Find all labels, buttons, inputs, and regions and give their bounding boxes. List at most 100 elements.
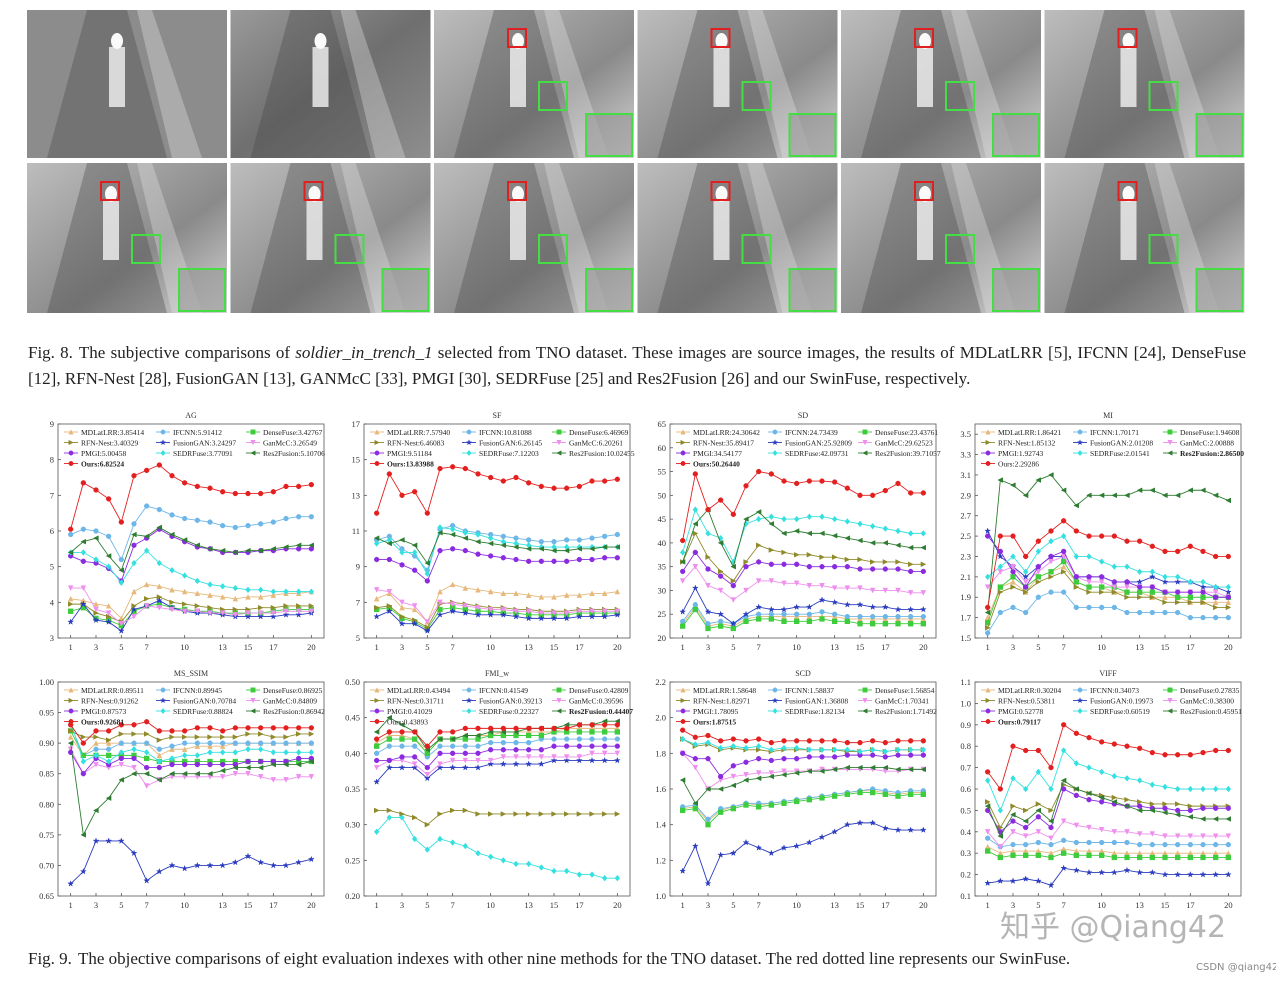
legend-marker: [680, 429, 686, 435]
data-point: [743, 559, 749, 565]
data-point: [997, 609, 1003, 616]
data-point: [488, 474, 494, 481]
data-point: [1111, 579, 1117, 585]
x-tick-label: 5: [1036, 900, 1040, 910]
data-point: [169, 599, 175, 606]
plot-frame: [974, 423, 1242, 639]
data-point: [564, 811, 570, 817]
data-point: [755, 770, 762, 776]
data-point: [295, 611, 303, 618]
data-point: [1187, 854, 1193, 861]
data-point: [106, 752, 112, 759]
data-point: [1136, 868, 1144, 876]
data-point: [920, 746, 927, 754]
data-point: [399, 736, 405, 742]
x-tick-label: 7: [451, 642, 455, 652]
data-point: [1162, 854, 1168, 861]
data-point: [1073, 579, 1079, 585]
data-point: [1174, 833, 1181, 840]
trench-wall: [250, 10, 371, 158]
data-point: [106, 737, 112, 743]
data-point: [997, 786, 1003, 792]
data-point: [793, 842, 801, 850]
data-point: [118, 556, 124, 563]
data-point: [920, 561, 927, 568]
data-point: [1225, 854, 1231, 861]
data-point: [105, 740, 112, 746]
legend-label: FusionGAN:2.01208: [1090, 438, 1153, 447]
data-point: [1187, 785, 1194, 793]
data-point: [1149, 589, 1155, 595]
data-point: [614, 811, 621, 817]
data-point: [984, 777, 991, 784]
data-point: [424, 821, 431, 828]
data-point: [450, 743, 456, 749]
data-point: [130, 849, 138, 857]
data-point: [1035, 747, 1041, 754]
data-point: [705, 822, 711, 828]
data-point: [704, 879, 712, 887]
green-box: [945, 81, 975, 111]
zoom-box: [788, 113, 837, 157]
series-line: [70, 743, 312, 837]
data-point: [920, 568, 926, 575]
data-point: [985, 625, 991, 631]
data-point: [232, 771, 239, 777]
data-point: [308, 481, 314, 488]
data-point: [680, 537, 686, 544]
data-point: [564, 537, 570, 543]
data-point: [882, 748, 889, 755]
x-tick-label: 17: [269, 900, 278, 910]
data-point: [576, 811, 583, 817]
data-point: [181, 572, 188, 579]
data-point: [118, 749, 125, 756]
data-point: [768, 578, 775, 584]
legend-label: Ours:0.79117: [998, 717, 1041, 726]
data-point: [818, 596, 826, 603]
data-point: [118, 755, 124, 762]
data-point: [589, 478, 595, 484]
data-point: [462, 807, 469, 814]
data-point: [730, 583, 736, 589]
data-point: [399, 492, 405, 498]
legend-marker: [374, 439, 380, 446]
data-point: [232, 606, 239, 613]
data-point: [1111, 533, 1117, 539]
data-point: [270, 588, 277, 595]
chart-title: SD: [798, 411, 808, 420]
data-point: [399, 743, 405, 749]
data-point: [424, 560, 430, 566]
series-line: [987, 535, 1229, 588]
data-point: [538, 539, 544, 545]
data-point: [93, 601, 99, 607]
legend-label: FusionGAN:0.19973: [1090, 696, 1153, 705]
data-point: [1200, 749, 1206, 756]
data-point: [1073, 839, 1079, 846]
data-point: [424, 764, 430, 771]
data-point: [870, 566, 876, 572]
y-tick-label: 1.6: [655, 784, 666, 794]
x-tick-label: 20: [919, 642, 928, 652]
data-point: [881, 824, 889, 832]
data-point: [411, 606, 418, 613]
data-point: [895, 752, 901, 758]
data-point: [743, 744, 749, 752]
y-tick-label: 0.80: [39, 799, 54, 809]
data-point: [207, 770, 213, 777]
data-point: [1022, 568, 1029, 576]
data-point: [551, 558, 557, 564]
data-point: [768, 739, 774, 746]
legend-label: SEDRFuse:0.88824: [173, 707, 233, 716]
data-point: [895, 527, 901, 535]
data-point: [1035, 569, 1042, 575]
legend-marker: [1167, 440, 1173, 446]
data-point: [1175, 594, 1181, 600]
data-point: [1175, 752, 1181, 758]
data-point: [819, 564, 825, 570]
data-point: [500, 590, 507, 597]
legend-marker: [1077, 449, 1083, 457]
data-point: [169, 770, 175, 777]
data-point: [997, 844, 1004, 850]
data-point: [1175, 589, 1181, 595]
data-point: [1175, 841, 1181, 848]
